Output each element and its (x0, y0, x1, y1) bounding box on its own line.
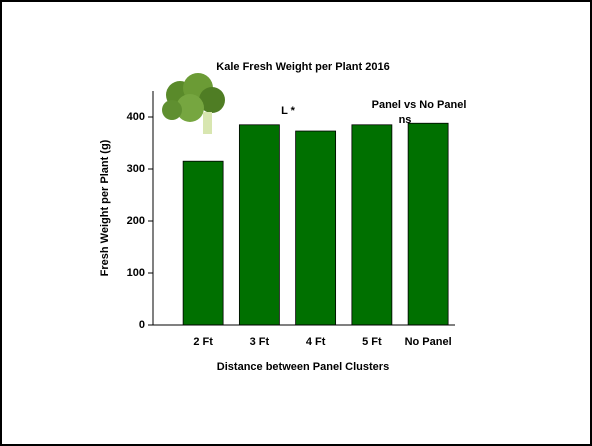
bar (295, 130, 337, 326)
x-tick-label: 2 Ft (193, 336, 213, 348)
y-tick-label: 400 (127, 111, 145, 123)
annotation: Panel vs No Panel (372, 99, 467, 111)
y-tick-label: 0 (139, 319, 145, 331)
x-tick-label: 4 Ft (306, 336, 326, 348)
x-tick-label: 3 Ft (250, 336, 270, 348)
y-axis-label: Fresh Weight per Plant (g) (99, 139, 111, 276)
chart-title: Kale Fresh Weight per Plant 2016 (216, 61, 389, 73)
bar (407, 122, 449, 326)
y-tick-label: 100 (127, 267, 145, 279)
x-tick-label: 5 Ft (362, 336, 382, 348)
bar (182, 160, 224, 326)
bar (351, 124, 393, 326)
annotation: L * (281, 105, 296, 117)
y-tick-label: 300 (127, 163, 145, 175)
x-tick-label: No Panel (405, 336, 452, 348)
x-axis-label: Distance between Panel Clusters (217, 361, 389, 373)
kale-image (162, 73, 225, 134)
y-tick-label: 200 (127, 215, 145, 227)
bar (238, 124, 280, 326)
